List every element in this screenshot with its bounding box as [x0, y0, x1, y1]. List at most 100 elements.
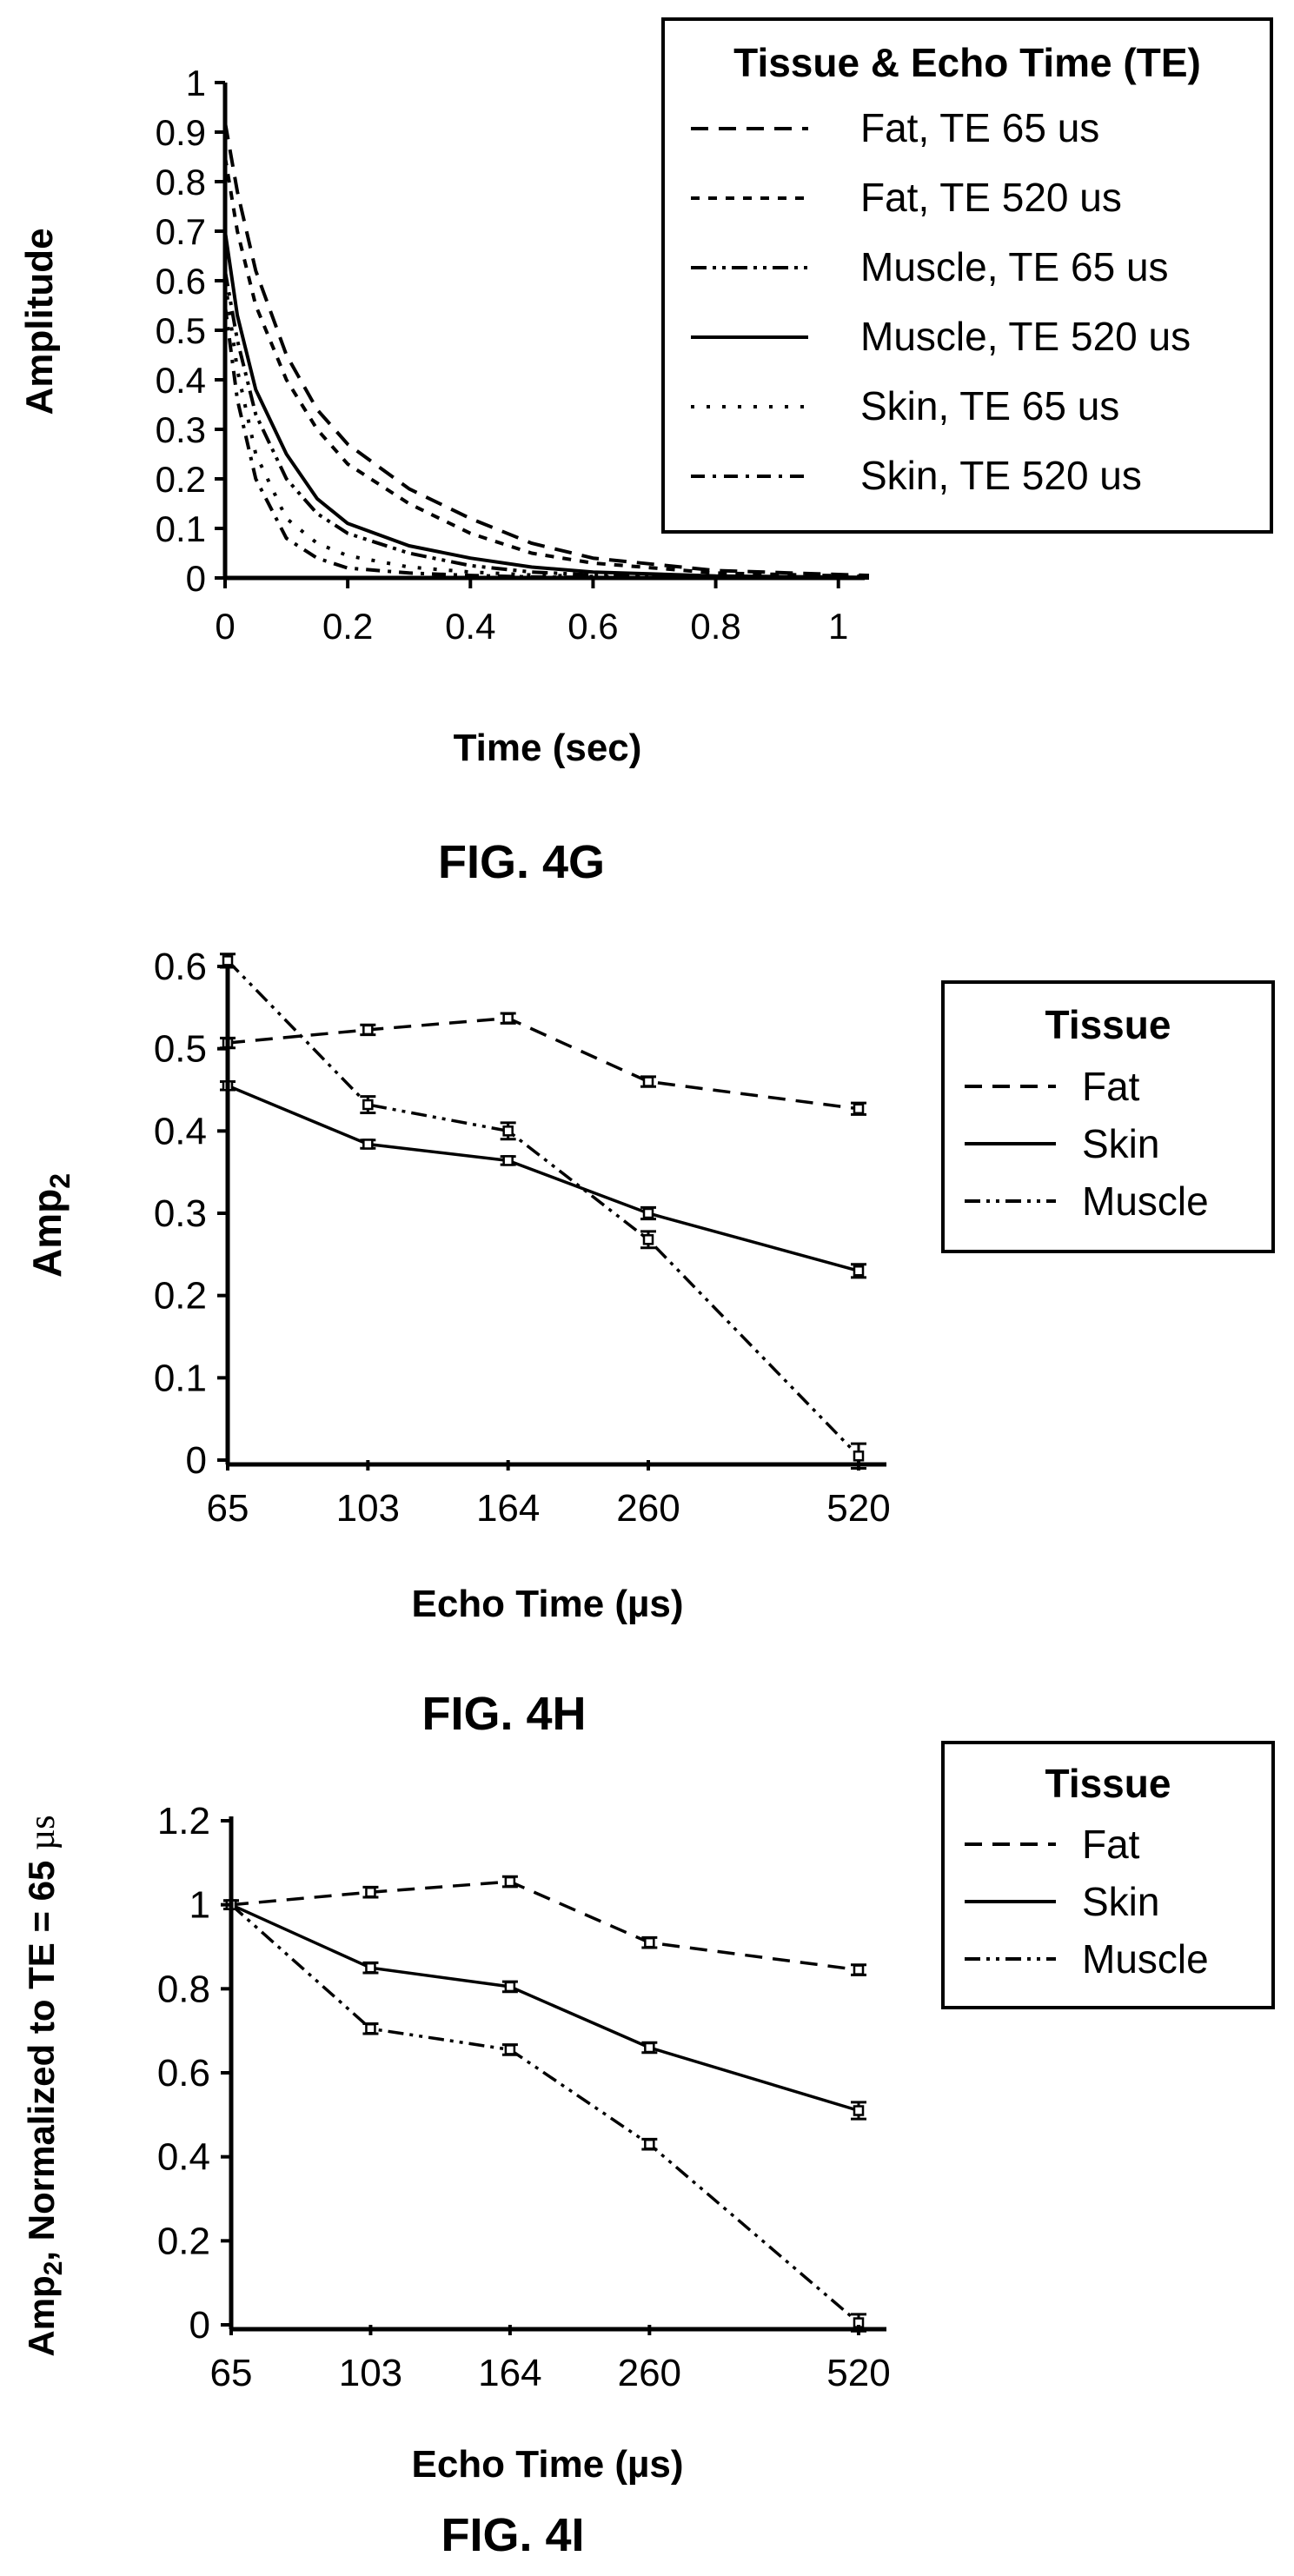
fig-4h-caption: FIG. 4H — [421, 1688, 586, 1740]
chart-4g-x-tick-label: 0 — [215, 606, 235, 647]
chart-4g-y-ticks: 0 0.1 0.2 0.3 0.4 0.5 0.6 0.7 0.8 0.9 1 — [156, 63, 225, 599]
chart-4h-y-label-main: Amp — [24, 1189, 70, 1278]
chart-4g-y-tick-label: 0.6 — [156, 261, 206, 302]
chart-4i-x-label: Echo Time (µs) — [411, 2443, 683, 2486]
chart-4g-curves — [223, 122, 870, 580]
chart-4i-y-tick-label: 0 — [189, 2304, 210, 2347]
chart-4h-x-tick-label: 164 — [476, 1487, 540, 1530]
legend-label-fat: Fat — [1082, 1064, 1140, 1109]
series-line-fat — [227, 1016, 859, 1111]
chart-4h-x-label: Echo Time (µs) — [411, 1583, 683, 1625]
chart-4i-y-ticks: 0 0.2 0.4 0.6 0.8 1 1.2 — [157, 1800, 231, 2347]
chart-4h-x-tick-label: 260 — [616, 1487, 680, 1530]
data-point-muscle — [644, 2138, 655, 2150]
chart-4g-y-tick-label: 0.5 — [156, 310, 206, 351]
chart-4g-x-tick-label: 0.8 — [690, 606, 740, 647]
fig-4i-caption: FIG. 4I — [441, 2509, 584, 2561]
chart-4i-y-label: Amp2, Normalized to TE = 65 µs — [21, 1815, 68, 2356]
chart-4h-y-tick-label: 0 — [186, 1439, 207, 1482]
chart-4h-y-tick-label: 0.5 — [154, 1028, 207, 1071]
chart-4i-x-ticks: 65 103 164 260 520 — [210, 2325, 891, 2394]
chart-4i-x-tick-label: 164 — [478, 2352, 541, 2394]
chart-4g-y-tick-label: 0.7 — [156, 211, 206, 252]
chart-4g-y-tick-label: 0.4 — [156, 360, 206, 401]
chart-4i-y-label-amp: Amp — [21, 2275, 62, 2356]
chart-4i-y-tick-label: 0.4 — [157, 2136, 210, 2179]
data-point-muscle — [502, 1125, 514, 1137]
chart-4g-y-tick-label: 0.3 — [156, 409, 206, 450]
legend-label-muscle: Muscle — [1082, 1178, 1209, 1224]
chart-4i-x-tick-label: 103 — [339, 2352, 402, 2394]
data-point-skin — [365, 1962, 376, 1974]
chart-4h-y-label-sub: 2 — [44, 1173, 76, 1189]
data-point-skin — [644, 2042, 655, 2054]
chart-4h-x-tick-label: 65 — [207, 1487, 249, 1530]
chart-4i-y-label-rest: , Normalized to TE = 65 — [21, 1850, 62, 2261]
series-line-skin — [230, 1903, 859, 2113]
chart-4h-y-tick-label: 0.1 — [154, 1357, 207, 1399]
data-point-skin — [504, 1981, 516, 1993]
chart-4g-legend: Fat, TE 65 us Fat, TE 520 us Muscle, TE 65… — [691, 105, 1191, 498]
chart-4g-y-label: Amplitude — [18, 228, 61, 415]
series-line-skin-te-520-us — [223, 305, 869, 580]
chart-4g-y-tick-label: 1 — [186, 63, 206, 103]
fig-4g-caption: FIG. 4G — [438, 836, 605, 888]
data-point-muscle — [365, 2023, 376, 2035]
chart-4i-y-tick-label: 0.6 — [157, 2052, 210, 2095]
legend-label-muscle: Muscle — [1082, 1936, 1209, 1982]
chart-4h-y-tick-label: 0.2 — [154, 1275, 207, 1318]
chart-4h-x-ticks: 65 103 164 260 520 — [207, 1460, 891, 1530]
chart-4i-y-tick-label: 0.8 — [157, 1968, 210, 2010]
chart-4h-y-tick-label: 0.4 — [154, 1110, 207, 1152]
series-line-fat-te-65-us — [223, 122, 870, 578]
chart-4g: 0 0.1 0.2 0.3 0.4 0.5 0.6 0.7 0.8 0.9 1 0 0.2 0.4 0.6… — [18, 17, 1273, 888]
legend-label-skin: Skin — [1082, 1121, 1159, 1166]
series-line-fat — [230, 1880, 859, 1972]
chart-4i-y-label-unit: µs — [23, 1815, 63, 1850]
chart-4h-legend: Fat Skin Muscle — [965, 1064, 1209, 1224]
chart-4i-x-tick-label: 520 — [826, 2352, 890, 2394]
chart-4i-x-tick-label: 65 — [210, 2352, 253, 2394]
chart-4i-y-tick-label: 1.2 — [157, 1800, 210, 1842]
data-point-fat — [502, 1012, 514, 1024]
chart-4i-x-tick-label: 260 — [618, 2352, 681, 2394]
chart-4h-y-ticks: 0 0.1 0.2 0.3 0.4 0.5 0.6 — [154, 946, 228, 1482]
chart-4g-x-tick-label: 0.4 — [445, 606, 495, 647]
data-point-fat — [644, 1936, 655, 1949]
chart-4h-y-tick-label: 0.6 — [154, 946, 207, 988]
chart-4i-y-label-sub: 2 — [39, 2261, 68, 2276]
chart-4h: 00.10.20.30.40.50.6 65 103 164 260 520 Amp2 … — [24, 946, 1275, 1740]
data-point-skin — [362, 1139, 374, 1150]
chart-4h-legend-title: Tissue — [1045, 1002, 1171, 1047]
chart-4i-y-tick-label: 0.2 — [157, 2220, 210, 2262]
data-point-fat — [853, 1103, 865, 1115]
data-point-muscle — [504, 2044, 516, 2055]
chart-4g-x-label: Time (sec) — [454, 727, 642, 769]
data-point-skin — [502, 1155, 514, 1166]
chart-4h-legend-box — [941, 980, 1275, 1253]
chart-4g-y-tick-label: 0.2 — [156, 459, 206, 500]
series-line-muscle-te-65-us — [223, 270, 870, 580]
chart-4h-x-tick-label: 520 — [826, 1487, 890, 1530]
legend-label-skin: Skin — [1082, 1879, 1159, 1924]
chart-4h-y-tick-label: 0.3 — [154, 1192, 207, 1235]
data-point-skin — [853, 2105, 865, 2116]
chart-4h-series — [220, 953, 866, 1470]
legend-label-muscle-te-65-us: Muscle, TE 65 us — [860, 244, 1169, 289]
chart-4g-y-tick-label: 0 — [186, 558, 206, 599]
legend-label-muscle-te-520-us: Muscle, TE 520 us — [860, 314, 1191, 359]
chart-4g-x-tick-label: 1 — [828, 606, 848, 647]
chart-4g-y-tick-label: 0.8 — [156, 162, 206, 202]
chart-4h-y-label: Amp2 — [24, 1173, 76, 1278]
chart-4g-x-ticks: 0 0.2 0.4 0.6 0.8 1 — [215, 578, 848, 647]
chart-4i-legend: Fat Skin Muscle — [965, 1822, 1209, 1982]
legend-label-fat: Fat — [1082, 1822, 1140, 1867]
data-point-fat — [365, 1886, 376, 1898]
series-line-fat-te-520-us — [223, 156, 870, 579]
legend-label-fat-te-520-us: Fat, TE 520 us — [860, 175, 1122, 220]
legend-label-skin-te-520-us: Skin, TE 520 us — [860, 453, 1142, 498]
data-point-muscle — [853, 1451, 865, 1462]
data-point-muscle — [642, 1234, 654, 1245]
chart-4g-x-tick-label: 0.2 — [322, 606, 373, 647]
legend-label-fat-te-65-us: Fat, TE 65 us — [860, 105, 1099, 150]
